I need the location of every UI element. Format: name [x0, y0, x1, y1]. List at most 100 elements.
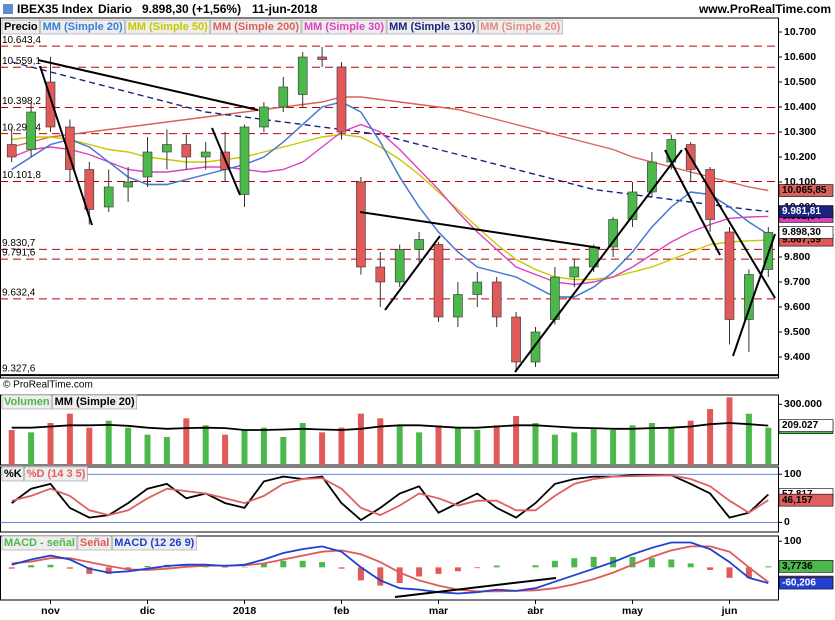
- y-tick-label: 9.700: [784, 276, 810, 288]
- bar: [416, 432, 423, 465]
- bar: [454, 567, 461, 572]
- indicator-line: [11, 541, 769, 595]
- bar: [687, 563, 694, 568]
- legend-box: [1, 535, 78, 551]
- bar: [222, 434, 229, 465]
- bar: [28, 432, 35, 465]
- candle-body: [530, 331, 541, 363]
- last-value-label: 3,7736: [782, 561, 813, 572]
- bar: [435, 425, 442, 465]
- bar: [202, 425, 209, 465]
- bar: [571, 432, 578, 465]
- bar: [590, 556, 597, 568]
- x-tick-label: mar: [429, 605, 448, 617]
- bar: [396, 567, 403, 584]
- legend-label: MM (Simple 20): [480, 21, 560, 33]
- moving-average: [11, 96, 769, 192]
- bar: [105, 567, 112, 574]
- bar: [668, 427, 675, 465]
- bar: [416, 567, 423, 577]
- y-tick-label: 10.300: [784, 126, 816, 138]
- candle-body: [297, 56, 308, 95]
- header-site: www.ProRealTime.com: [698, 2, 831, 16]
- y-tick-label: 10.700: [784, 26, 816, 38]
- y-tick-label: 9.400: [784, 351, 810, 363]
- bar: [144, 566, 151, 568]
- trendline: [732, 233, 776, 357]
- level-label: 10.101,8: [2, 170, 41, 181]
- candle-body: [65, 126, 75, 170]
- bar: [319, 562, 326, 568]
- legend-label: %D (14 3 5): [27, 468, 86, 480]
- bar: [435, 567, 442, 574]
- bar: [629, 425, 636, 465]
- y-tick-label: 9.600: [784, 301, 810, 313]
- bar: [377, 567, 384, 586]
- candle-body: [705, 169, 715, 220]
- last-value-label: -60,206: [782, 578, 816, 589]
- legend-box: [1, 466, 25, 482]
- candle-body: [84, 169, 95, 210]
- bar: [745, 413, 752, 465]
- candle-body: [647, 161, 657, 193]
- trendline: [684, 147, 776, 299]
- bar: [454, 427, 461, 465]
- header-period: Diario: [98, 2, 132, 16]
- last-value-label: 46,157: [782, 495, 813, 506]
- candle-body: [491, 281, 502, 318]
- last-value-box: [778, 184, 834, 197]
- last-value-box: [778, 493, 834, 507]
- bar: [513, 416, 520, 465]
- bar: [241, 566, 248, 568]
- candle-body: [375, 266, 386, 283]
- header-quote: 9.898,30 (+1,56%): [142, 2, 241, 16]
- bar: [765, 427, 772, 465]
- candle-body: [627, 191, 638, 220]
- legend-label: Precio: [4, 21, 38, 33]
- trendline: [39, 65, 93, 226]
- x-tick-label: nov: [41, 605, 60, 617]
- icon: [3, 4, 13, 14]
- candle-body: [259, 106, 269, 128]
- bar: [707, 567, 714, 570]
- candle-body: [239, 126, 250, 195]
- bar: [8, 430, 15, 465]
- trendline: [394, 577, 557, 598]
- bar: [726, 567, 733, 578]
- legend-label: %K: [4, 468, 22, 480]
- legend-label: MM (Simple 20): [43, 21, 123, 33]
- bar: [338, 427, 345, 465]
- bar: [396, 425, 403, 465]
- candle-body: [26, 111, 36, 150]
- level-label: 10.559,1: [2, 56, 41, 67]
- bar: [260, 427, 267, 465]
- bar: [299, 560, 306, 568]
- moving-average: [11, 61, 769, 213]
- candle-body: [6, 144, 17, 158]
- last-value-label: 10.065,85: [782, 185, 827, 196]
- legend-label: MM (Simple 50): [128, 21, 208, 33]
- y-tick-label: 100: [784, 535, 802, 547]
- legend-box: [210, 19, 302, 35]
- candle-body: [724, 231, 735, 320]
- last-value-box: [778, 560, 834, 573]
- legend-label: Señal: [80, 537, 109, 549]
- x-tick-label: dic: [140, 605, 155, 617]
- last-value-box: [778, 226, 834, 239]
- trendline: [37, 59, 259, 111]
- trendline: [384, 235, 441, 311]
- y-tick-label: 10.400: [784, 101, 816, 113]
- level-label: 9.830,7: [2, 238, 36, 249]
- bar: [319, 432, 326, 465]
- bar: [493, 425, 500, 465]
- candle-body: [278, 86, 289, 108]
- bar: [66, 413, 73, 465]
- candle-body: [608, 219, 618, 248]
- panel-frame: [0, 535, 779, 601]
- candle-body: [511, 316, 521, 363]
- candle-body: [181, 144, 192, 158]
- x-tick-label: jun: [721, 605, 738, 617]
- bar: [532, 423, 539, 465]
